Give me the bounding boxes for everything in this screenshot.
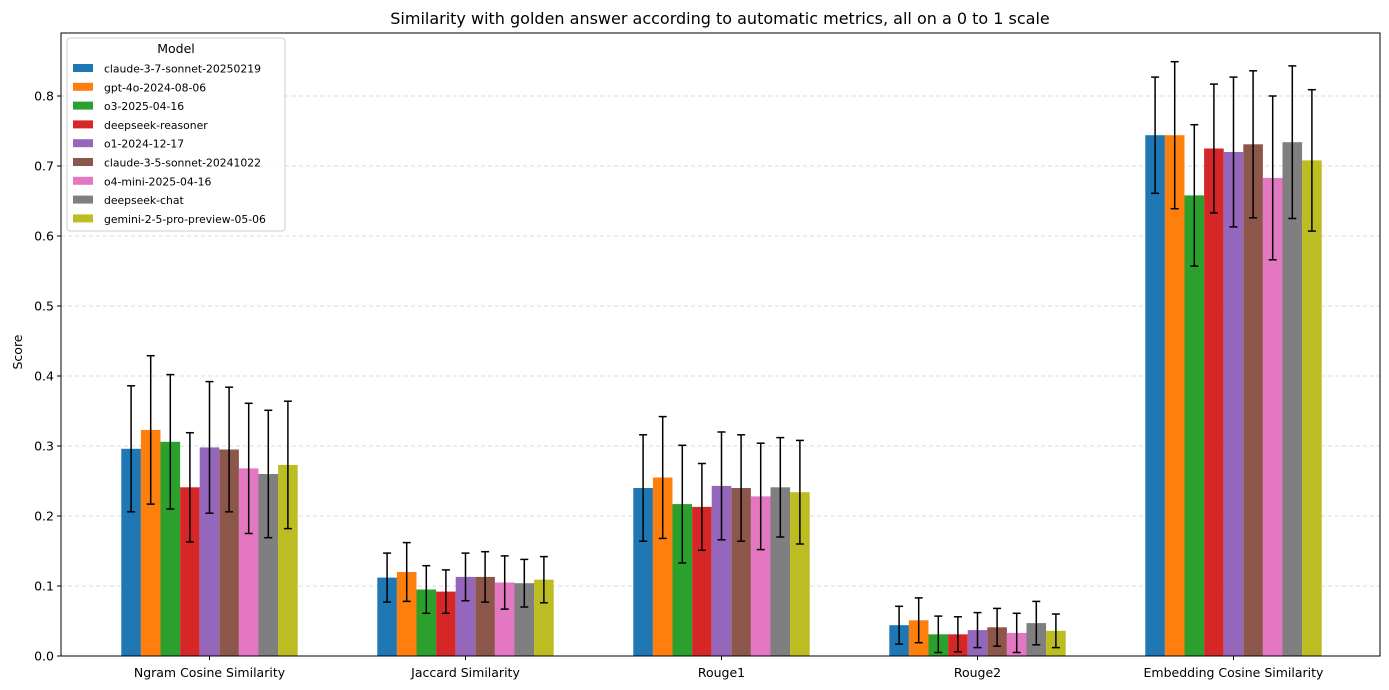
- bar: [180, 487, 200, 656]
- y-tick-label: 0.4: [34, 369, 54, 384]
- legend-swatch: [73, 139, 93, 148]
- legend-box: [66, 37, 286, 232]
- legend-label: gpt-4o-2024-08-06: [104, 81, 206, 94]
- bar: [790, 492, 810, 656]
- legend-label: claude-3-5-sonnet-20241022: [104, 157, 261, 170]
- legend-swatch: [73, 214, 93, 223]
- bar: [436, 591, 456, 656]
- legend-label: deepseek-reasoner: [104, 119, 208, 132]
- legend-label: deepseek-chat: [104, 194, 184, 207]
- bar: [1243, 144, 1263, 657]
- y-tick-label: 0.8: [34, 89, 54, 104]
- x-tick-label: Rouge2: [954, 665, 1001, 680]
- legend-swatch: [73, 195, 93, 204]
- bar: [475, 576, 495, 656]
- legend-label: o3-2025-04-16: [104, 100, 184, 113]
- bar: [1204, 148, 1224, 656]
- bar: [238, 468, 259, 656]
- legend-label: claude-3-7-sonnet-20250219: [104, 63, 261, 76]
- bar: [278, 464, 298, 656]
- y-tick-label: 0.6: [34, 229, 54, 244]
- bar: [1262, 177, 1283, 656]
- bar: [750, 496, 771, 656]
- bar: [494, 582, 515, 656]
- chart-title: Similarity with golden answer according …: [390, 9, 1050, 28]
- bar: [711, 485, 732, 656]
- y-tick-label: 0.5: [34, 299, 54, 314]
- legend-title: Model: [157, 41, 195, 56]
- x-tick-label: Jaccard Similarity: [410, 665, 520, 680]
- x-tick-label: Embedding Cosine Similarity: [1144, 665, 1325, 680]
- y-tick-label: 0.3: [34, 439, 54, 454]
- bar: [455, 576, 476, 656]
- bar: [1184, 195, 1205, 656]
- bar: [219, 449, 239, 656]
- y-tick-label: 0.7: [34, 159, 54, 174]
- bar: [121, 448, 141, 656]
- bar: [770, 487, 791, 656]
- y-axis-label: Score: [10, 334, 25, 369]
- bar: [1223, 152, 1244, 656]
- bar: [534, 579, 554, 656]
- y-tick-label: 0.0: [34, 649, 54, 664]
- bar: [416, 589, 437, 656]
- legend-swatch: [73, 82, 93, 91]
- legend: Model claude-3-7-sonnet-20250219 gpt-4o-2…: [66, 37, 286, 232]
- y-tick-label: 0.2: [34, 509, 54, 524]
- bar: [514, 583, 535, 656]
- x-tick-label: Ngram Cosine Similarity: [134, 665, 286, 680]
- legend-swatch: [73, 64, 93, 72]
- bar: [692, 506, 712, 656]
- bar: [396, 572, 417, 656]
- plot-frame: [60, 32, 1381, 657]
- y-tick-label: 0.1: [34, 579, 54, 594]
- bar: [377, 577, 397, 656]
- x-tick-label: Rouge1: [698, 665, 745, 680]
- bar: [652, 477, 673, 656]
- bars: [121, 135, 1322, 657]
- bar: [199, 447, 220, 656]
- axes: 0.0 0.1 0.2 0.3 0.4 0.5 0.6 0.7 0.8 Ngram Cosine …: [34, 32, 1381, 680]
- bar: [672, 504, 693, 656]
- bar: [1282, 142, 1303, 656]
- bar: [258, 474, 279, 656]
- bar: [633, 488, 653, 656]
- legend-label: o1-2024-12-17: [104, 138, 184, 151]
- error-bars: [127, 60, 1316, 654]
- bar: [1164, 135, 1185, 656]
- legend-swatch: [73, 120, 93, 129]
- bar: [731, 488, 751, 656]
- bar: [1302, 160, 1322, 656]
- legend-swatch: [73, 101, 93, 110]
- bar: [160, 441, 181, 656]
- legend-swatch: [73, 176, 93, 185]
- legend-label: gemini-2-5-pro-preview-05-06: [104, 213, 266, 226]
- bar: [140, 429, 161, 656]
- legend-swatch: [73, 158, 93, 166]
- bar: [1145, 135, 1165, 656]
- legend-label: o4-mini-2025-04-16: [104, 175, 212, 188]
